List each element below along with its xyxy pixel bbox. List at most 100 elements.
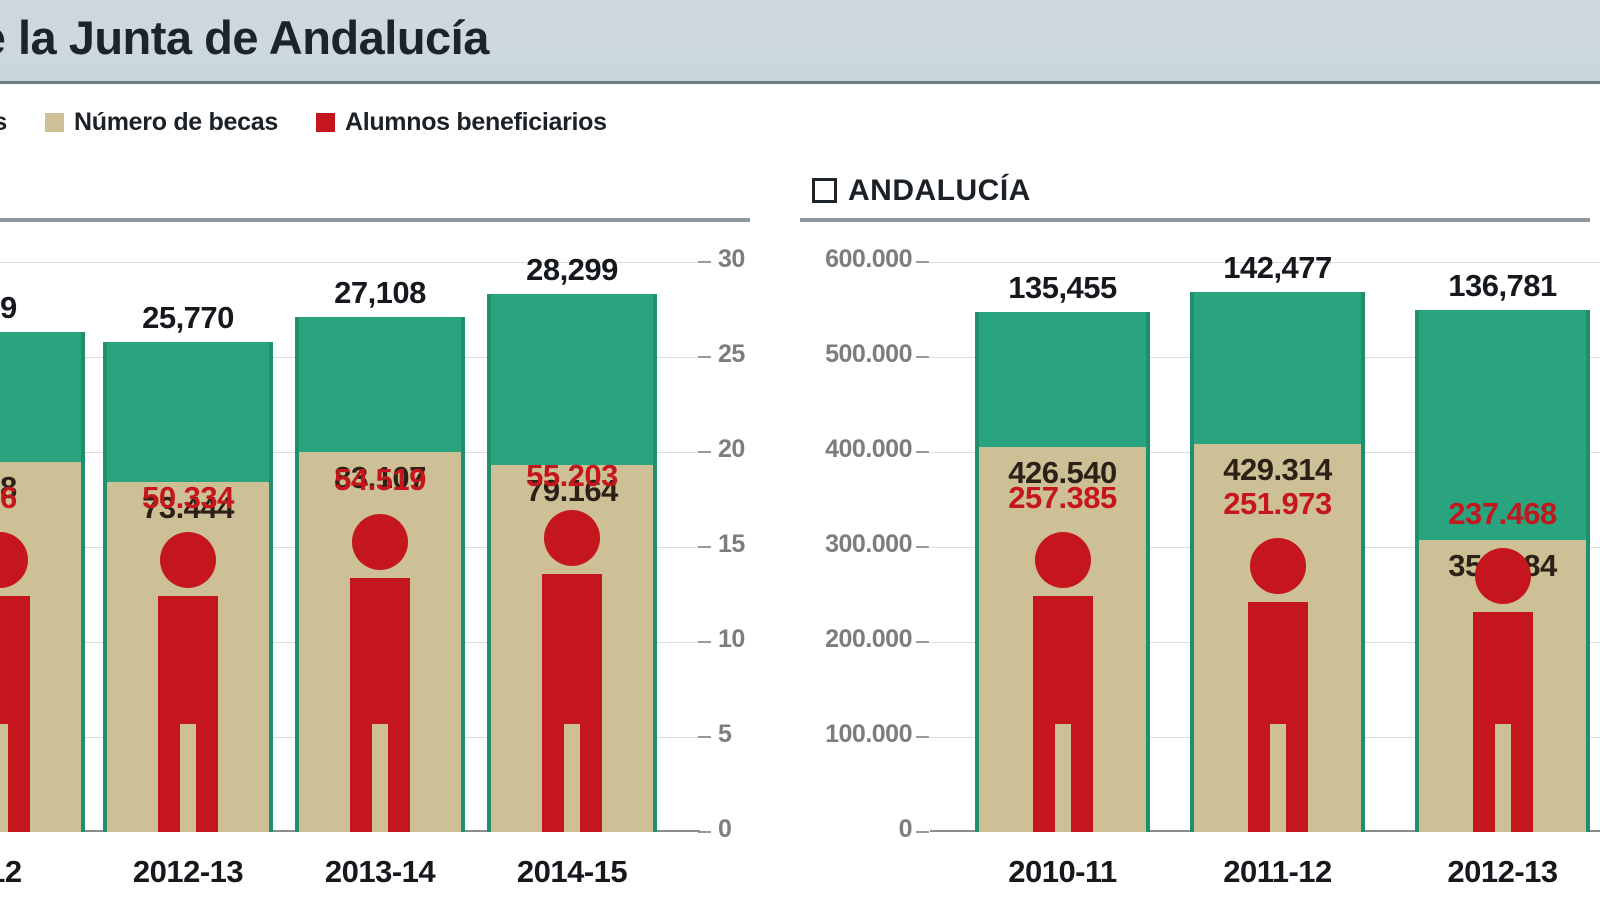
person-pictogram-icon xyxy=(145,532,231,832)
person-legs-gap xyxy=(1494,724,1511,832)
x-axis-category-label: 2011-12 xyxy=(1223,854,1332,889)
bar-value-label-becas: 83.107 xyxy=(334,460,426,495)
legend-item-alumnos: Alumnos beneficiarios xyxy=(315,108,607,137)
y-axis-tick-label: 0 xyxy=(718,815,732,843)
y-axis-tick-label: 100.000 xyxy=(825,720,912,748)
person-pictogram-icon xyxy=(0,532,43,832)
bar-value-label-becas: 73.444 xyxy=(142,490,234,526)
axis-tick-mark xyxy=(916,546,929,548)
panel-divider xyxy=(0,218,750,222)
bar-value-label-euros: 142,477 xyxy=(1223,250,1332,286)
person-pictogram-icon xyxy=(1020,532,1106,832)
bar-stack[interactable]: 29 8866 -12 xyxy=(0,290,85,889)
chart-legend: ros Número de becas Alumnos beneficiario… xyxy=(0,108,645,137)
axis-tick-mark xyxy=(916,641,929,643)
chart-panel-right: ANDALUCÍA 0 100.000 200.000 300.000 400.000 5… xyxy=(800,170,1600,900)
bar-value-label-alumnos: 257.385 xyxy=(1008,480,1117,515)
bar-value-label-euros: 136,781 xyxy=(1448,268,1557,304)
axis-tick-mark xyxy=(916,261,929,263)
bar-value-label-euros: 25,770 xyxy=(142,300,234,336)
person-pictogram-icon xyxy=(1460,548,1546,832)
person-head-icon xyxy=(1249,538,1306,594)
y-axis-tick-label: 400.000 xyxy=(825,435,912,463)
person-pictogram-icon xyxy=(1235,538,1321,832)
axis-tick-mark xyxy=(698,261,711,263)
axis-tick-mark xyxy=(698,736,711,738)
bar-stack[interactable]: 28,299 79.164 55.203 2014-15 xyxy=(487,252,657,889)
axis-tick-mark xyxy=(698,641,711,643)
bar-value-label-alumnos: 251.973 xyxy=(1223,486,1332,521)
square-swatch-icon xyxy=(45,113,65,132)
legend-item-label: Alumnos beneficiarios xyxy=(344,108,607,136)
axis-tick-mark xyxy=(698,356,711,358)
panel-divider xyxy=(800,218,1590,222)
y-axis-tick-label: 20 xyxy=(718,435,745,463)
square-outline-icon xyxy=(812,178,837,203)
bar-stack[interactable]: 142,477 429.314 251.973 2011-12 xyxy=(1190,250,1365,889)
y-axis-tick-label: 15 xyxy=(718,530,745,558)
axis-tick-mark xyxy=(916,451,929,453)
panel-header-right: ANDALUCÍA xyxy=(800,170,1600,222)
gridline xyxy=(0,262,700,263)
x-axis-category-label: 2012-13 xyxy=(1447,854,1558,889)
panel-header-left xyxy=(0,170,780,222)
legend-item-euros: ros xyxy=(0,108,7,137)
person-head-icon xyxy=(1034,532,1091,588)
bar-value-label-becas: 88 xyxy=(0,469,17,505)
x-axis-category-label: 2014-15 xyxy=(516,854,628,889)
bar-value-label-alumnos: 237.468 xyxy=(1448,496,1557,531)
page-title: dio de la Junta de Andalucía xyxy=(0,11,489,64)
x-axis-category-label: -12 xyxy=(0,854,22,889)
person-legs-gap xyxy=(180,724,196,832)
person-legs-gap xyxy=(0,724,8,832)
person-pictogram-icon xyxy=(337,514,423,832)
y-axis-tick-label: 200.000 xyxy=(825,625,912,653)
person-head-icon xyxy=(0,532,28,588)
plot-area-left: 051015202530298866-1225,77073.44450.3342… xyxy=(0,245,745,889)
y-axis-tick-label: 10 xyxy=(718,625,745,653)
bar-value-label-alumnos: 66 xyxy=(0,480,17,515)
bar-value-label-euros: 28,299 xyxy=(526,252,618,288)
person-head-icon xyxy=(160,532,216,588)
header-band: dio de la Junta de Andalucía xyxy=(0,0,1600,84)
bar-value-label-becas: 429.314 xyxy=(1223,452,1332,488)
plot-area-right: 0 100.000 200.000 300.000 400.000 500.000 600.… xyxy=(825,245,1600,889)
bar-value-label-alumnos: 55.203 xyxy=(526,458,618,493)
axis-tick-mark xyxy=(698,831,711,833)
legend-item-label: ros xyxy=(0,108,8,136)
bar-value-label-euros: 27,108 xyxy=(334,274,426,310)
axis-tick-mark xyxy=(916,356,929,358)
bar-value-label-alumnos: 50.334 xyxy=(142,480,234,515)
x-axis-category-label: 2013-14 xyxy=(324,854,436,889)
legend-item-label: Número de becas xyxy=(74,108,278,136)
person-head-icon xyxy=(352,514,408,570)
bar-stack[interactable]: 25,770 73.444 50.334 2012-13 xyxy=(103,300,273,889)
axis-tick-mark xyxy=(916,831,929,833)
person-pictogram-icon xyxy=(529,510,615,832)
x-axis-category-label: 2010-11 xyxy=(1008,854,1117,889)
bar-stack[interactable]: 27,108 83.107 54.519 2013-14 xyxy=(295,275,465,889)
axis-tick-mark xyxy=(916,736,929,738)
axis-tick-mark xyxy=(698,451,711,453)
person-legs-gap xyxy=(372,724,388,832)
chart-panel-left: 051015202530298866-1225,77073.44450.3342… xyxy=(0,170,780,900)
panel-title-right: ANDALUCÍA xyxy=(848,174,1031,207)
square-swatch-icon xyxy=(315,113,335,132)
y-axis-tick-label: 500.000 xyxy=(825,340,912,368)
bar-value-label-euros: 135,455 xyxy=(1008,270,1117,306)
y-axis-tick-label: 30 xyxy=(718,245,745,273)
y-axis-tick-label: 0 xyxy=(898,815,913,843)
bar-value-label-alumnos: 54.519 xyxy=(334,462,426,497)
bar-value-label-becas: 426.540 xyxy=(1008,455,1117,491)
person-head-icon xyxy=(1474,548,1531,604)
legend-item-becas: Número de becas xyxy=(45,108,278,137)
y-axis-tick-label: 300.000 xyxy=(825,530,912,558)
gridline xyxy=(930,262,1600,263)
person-legs-gap xyxy=(1054,724,1071,832)
bar-value-label-euros: 29 xyxy=(0,290,17,326)
person-legs-gap xyxy=(1269,724,1286,832)
bar-stack[interactable]: 135,455 426.540 257.385 2010-11 xyxy=(975,270,1150,889)
x-axis-category-label: 2012-13 xyxy=(132,854,244,889)
bar-value-label-becas: 79.164 xyxy=(526,473,618,509)
